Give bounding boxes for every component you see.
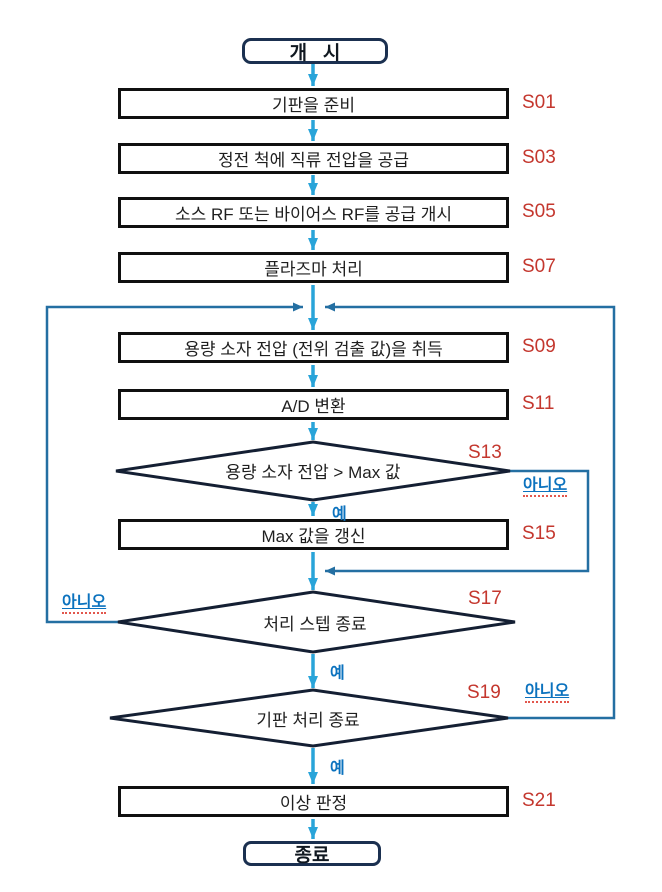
branch-label-s13-yes: 예 [332, 506, 347, 523]
branch-label-s17-no: 아니오 [62, 594, 107, 614]
decision-label-s17: 처리 스텝 종료 [263, 615, 367, 634]
branch-label-s19-no: 아니오 [525, 683, 570, 703]
process-box-s11: A/D 변환 [118, 389, 509, 420]
step-code-s11: S11 [522, 393, 555, 414]
branch-label-s19-yes: 예 [330, 760, 345, 777]
process-box-s15: Max 값을 갱신 [118, 519, 509, 550]
step-code-s05: S05 [522, 201, 556, 222]
decision-diamond-s19 [109, 688, 509, 748]
decision-label-s13: 용량 소자 전압 > Max 값 [225, 463, 401, 482]
step-code-s19: S19 [467, 682, 501, 703]
process-box-s21: 이상 판정 [118, 786, 509, 817]
terminal-end: 종료 [243, 841, 381, 866]
process-box-s09: 용량 소자 전압 (전위 검출 값)을 취득 [118, 332, 509, 363]
process-box-s03: 정전 척에 직류 전압을 공급 [118, 143, 509, 174]
step-code-s13: S13 [468, 442, 502, 463]
step-code-s21: S21 [522, 790, 556, 811]
loop-line-s19-no [325, 302, 616, 720]
decision-diamond-s17 [117, 590, 516, 654]
loop-line-s13-no [325, 469, 590, 576]
process-box-s01: 기판을 준비 [118, 88, 509, 119]
loop-line-s17-no [45, 302, 303, 624]
terminal-start: 개 시 [242, 38, 388, 64]
step-code-s03: S03 [522, 147, 556, 168]
step-code-s09: S09 [522, 336, 556, 357]
step-code-s01: S01 [522, 92, 556, 113]
step-code-s07: S07 [522, 256, 556, 277]
process-box-s05: 소스 RF 또는 바이어스 RF를 공급 개시 [118, 197, 509, 228]
branch-label-s13-no: 아니오 [523, 477, 568, 497]
branch-label-s17-yes: 예 [330, 665, 345, 682]
decision-diamond-s13 [115, 440, 511, 502]
process-box-s07: 플라즈마 처리 [118, 252, 509, 283]
step-code-s15: S15 [522, 523, 556, 544]
decision-label-s19: 기판 처리 종료 [256, 711, 360, 730]
step-code-s17: S17 [468, 588, 502, 609]
